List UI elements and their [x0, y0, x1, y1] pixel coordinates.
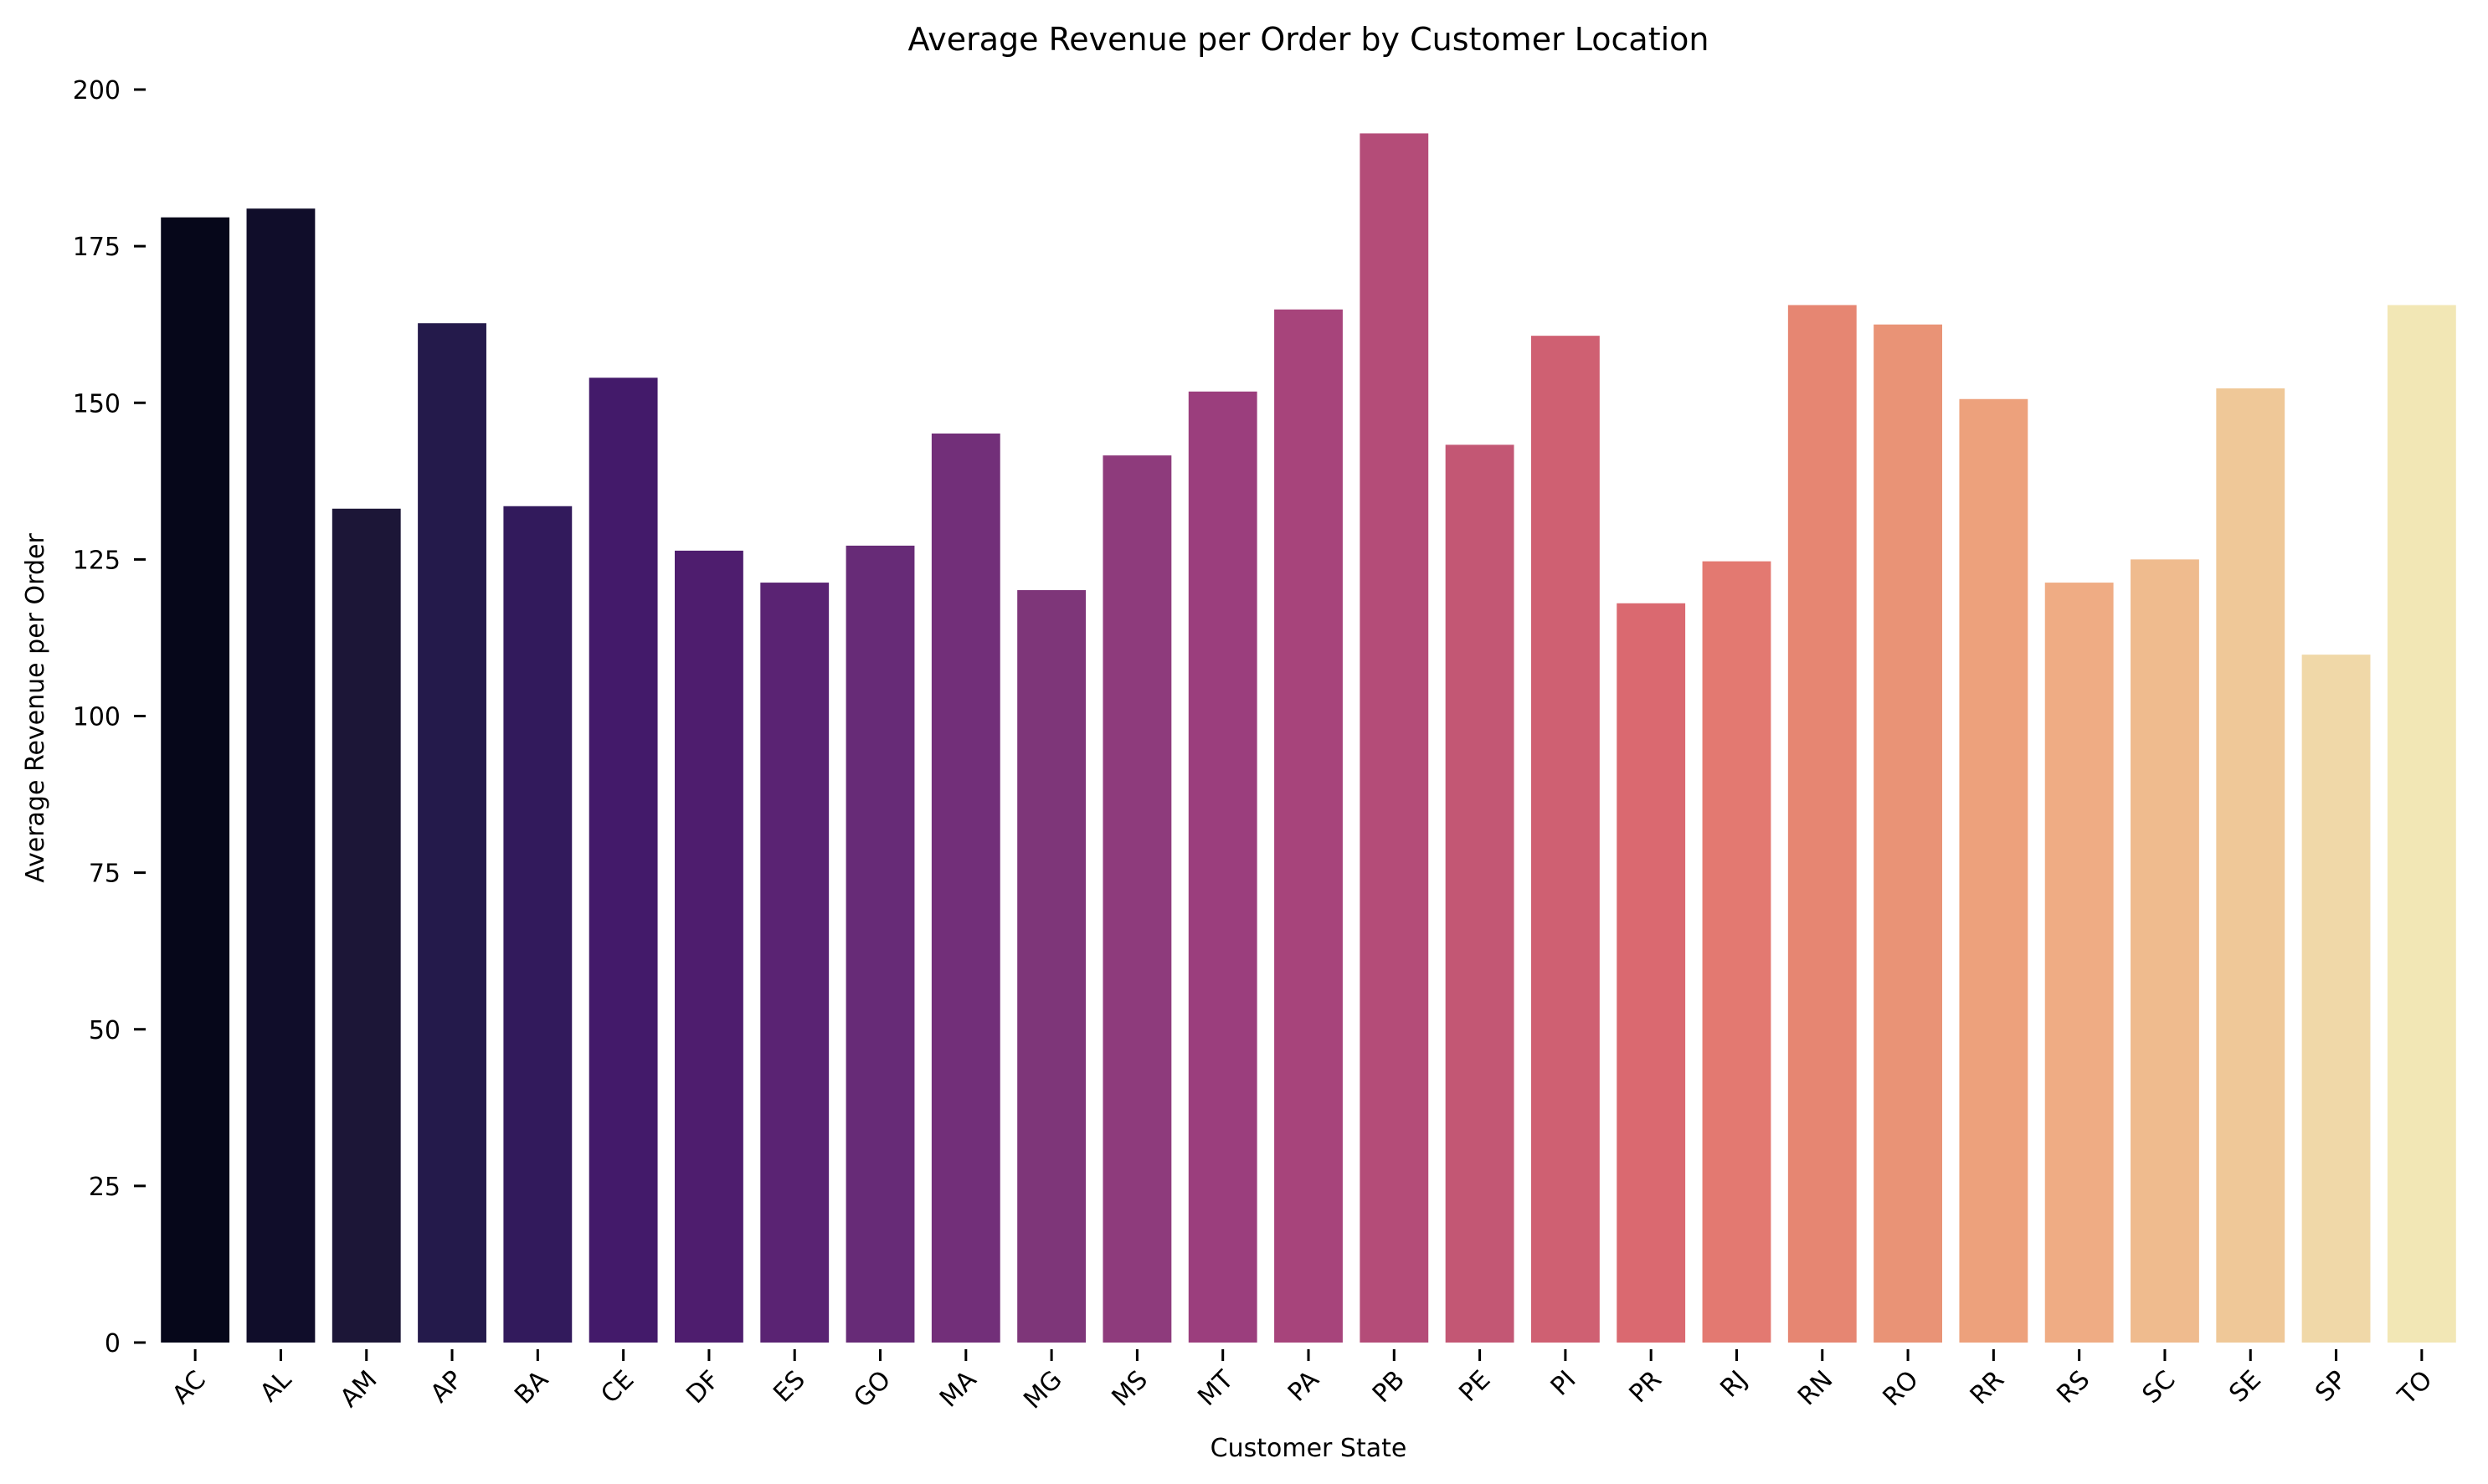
x-tick-label: PR: [1624, 1365, 1668, 1409]
y-tick-label: 50: [89, 1016, 121, 1045]
x-tick-label: MS: [1107, 1365, 1154, 1413]
bar-ma: [931, 433, 1000, 1343]
bar-pe: [1445, 444, 1514, 1343]
bar-pr: [1617, 603, 1686, 1343]
y-axis-label: Average Revenue per Order: [21, 533, 50, 883]
x-tick-label: PB: [1367, 1365, 1411, 1409]
bar-df: [675, 550, 743, 1343]
bar-ba: [503, 506, 573, 1343]
bar-es: [760, 583, 830, 1343]
bar-rn: [1787, 305, 1857, 1343]
x-tick-label: SC: [2137, 1365, 2182, 1410]
bar-rj: [1702, 561, 1771, 1343]
bar-sp: [2301, 655, 2371, 1343]
x-axis: AC AL AM AP BA CE DF ES GO MA MG MS MT PA PB PE PI PR RJ RN…: [167, 1349, 2439, 1415]
x-tick-label: PE: [1453, 1365, 1496, 1408]
chart-title: Average Revenue per Order by Customer Lo…: [907, 21, 1709, 58]
bar-pa: [1274, 309, 1343, 1343]
x-tick-label: TO: [2392, 1365, 2438, 1411]
bar-to: [2387, 305, 2456, 1343]
bars: [161, 133, 2456, 1343]
x-tick-label: AM: [335, 1365, 383, 1414]
y-tick-label: 0: [105, 1329, 121, 1358]
x-tick-label: RS: [2051, 1365, 2095, 1410]
bar-mt: [1188, 391, 1257, 1343]
x-tick-label: CE: [595, 1365, 640, 1410]
x-tick-label: DF: [681, 1365, 725, 1410]
bar-ce: [589, 377, 658, 1343]
bar-al: [246, 208, 316, 1343]
y-tick-label: 75: [89, 860, 121, 889]
y-tick-label: 25: [89, 1173, 121, 1202]
x-tick-label: MA: [934, 1365, 983, 1414]
x-tick-label: MT: [1192, 1364, 1239, 1411]
y-axis: 0 25 50 75 100 125 150 175 200: [73, 76, 146, 1358]
x-tick-label: RR: [1965, 1365, 2010, 1410]
bar-pb: [1360, 133, 1429, 1343]
x-tick-label: AP: [425, 1365, 469, 1409]
y-tick-label: 175: [73, 233, 121, 262]
bar-ap: [418, 323, 486, 1343]
x-tick-label: AC: [167, 1365, 212, 1410]
bar-sc: [2131, 559, 2199, 1343]
bar-ms: [1103, 455, 1172, 1343]
bar-go: [846, 545, 915, 1343]
bar-rs: [2044, 583, 2114, 1343]
x-tick-label: RJ: [1714, 1365, 1753, 1404]
bar-se: [2216, 388, 2285, 1343]
y-tick-label: 150: [73, 389, 121, 418]
x-tick-label: AL: [254, 1365, 297, 1408]
bar-ac: [161, 217, 230, 1343]
bar-ro: [1874, 324, 1942, 1343]
x-axis-label: Customer State: [1211, 1434, 1407, 1463]
y-tick-label: 200: [73, 76, 121, 105]
bar-mg: [1017, 590, 1087, 1343]
x-tick-label: MG: [1018, 1365, 1067, 1415]
x-tick-label: BA: [509, 1365, 554, 1410]
bar-pi: [1530, 336, 1600, 1343]
x-tick-label: RN: [1792, 1365, 1838, 1411]
x-tick-label: GO: [848, 1365, 897, 1414]
y-tick-label: 125: [73, 546, 121, 575]
x-tick-label: ES: [768, 1365, 811, 1409]
bar-rr: [1959, 398, 2028, 1343]
y-tick-label: 100: [73, 703, 121, 732]
x-tick-label: SP: [2310, 1365, 2352, 1408]
x-tick-label: PA: [1283, 1365, 1325, 1408]
x-tick-label: RO: [1878, 1365, 1925, 1412]
x-tick-label: PI: [1545, 1365, 1582, 1402]
bar-am: [332, 508, 401, 1343]
x-tick-label: SE: [2223, 1365, 2267, 1409]
